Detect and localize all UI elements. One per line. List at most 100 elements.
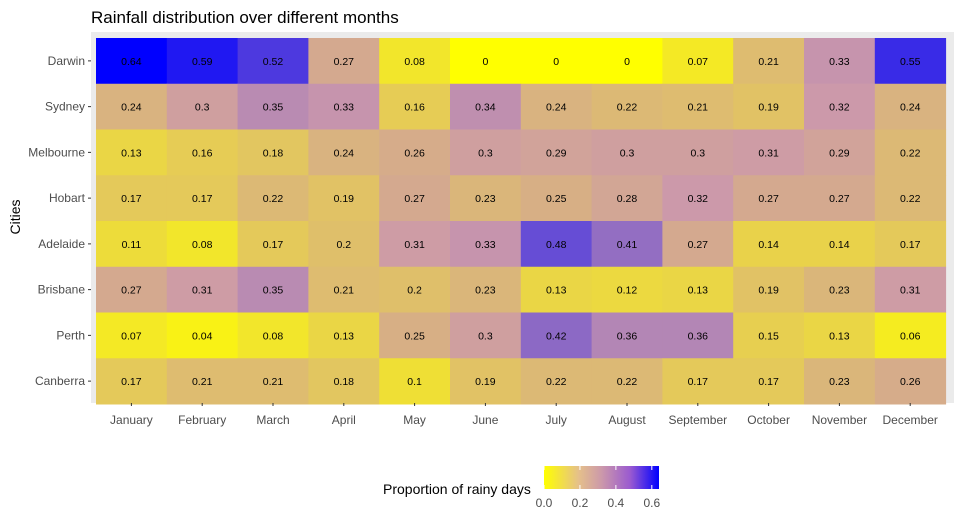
heatmap-cell: [237, 221, 309, 268]
heatmap-cell: [237, 312, 309, 359]
cell-value-label: 0.17: [688, 376, 709, 388]
cell-value-label: 0.21: [263, 376, 284, 388]
heatmap-cell: [874, 83, 947, 130]
heatmap-cell: [591, 312, 663, 359]
heatmap-cell: [450, 312, 522, 359]
cell-value-label: 0.2: [336, 239, 351, 251]
cell-value-label: 0.31: [192, 285, 213, 297]
cell-value-label: 0.27: [404, 193, 425, 205]
heatmap-cell: [804, 221, 876, 268]
cell-value-label: 0.33: [829, 56, 850, 68]
cell-value-label: 0.31: [404, 239, 425, 251]
cell-value-label: 0.14: [758, 239, 779, 251]
cell-value-label: 0.32: [829, 102, 850, 114]
cell-value-label: 0.27: [829, 193, 850, 205]
heatmap-cell: [733, 358, 805, 405]
legend-title: Proportion of rainy days: [383, 481, 531, 497]
heatmap-cell: [166, 38, 239, 85]
heatmap-cell: [662, 38, 734, 85]
x-tick-label: May: [403, 413, 426, 427]
heatmap-cell: [96, 38, 168, 85]
heatmap-cell: [237, 129, 309, 176]
heatmap-cells: [96, 38, 947, 405]
cell-value-label: 0.17: [121, 193, 142, 205]
x-axis: January February March April May June July Augu…: [110, 403, 938, 427]
heatmap-cell: [308, 129, 380, 176]
heatmap-cell: [520, 175, 593, 222]
heatmap-cell: [733, 175, 805, 222]
cell-value-label: 0.41: [617, 239, 638, 251]
cell-value-label: 0.1: [407, 376, 422, 388]
heatmap-cell: [237, 83, 309, 130]
cell-value-label: 0: [482, 56, 488, 68]
x-tick-label: July: [546, 413, 567, 427]
cell-value-label: 0.29: [546, 147, 567, 159]
heatmap-cell: [520, 358, 593, 405]
cell-value-label: 0.28: [617, 193, 638, 205]
cell-value-label: 0: [553, 56, 559, 68]
cell-value-label: 0.48: [546, 239, 567, 251]
cell-value-label: 0.22: [617, 376, 638, 388]
heatmap-cell: [874, 129, 947, 176]
cell-value-label: 0.08: [192, 239, 213, 251]
cell-value-label: 0.21: [192, 376, 213, 388]
cell-value-label: 0: [624, 56, 630, 68]
cell-value-label: 0.3: [478, 147, 493, 159]
heatmap-cell: [591, 83, 663, 130]
cell-value-label: 0.22: [546, 376, 567, 388]
cell-value-label: 0.07: [121, 330, 142, 342]
heatmap-cell: [308, 312, 380, 359]
cell-value-label: 0.07: [688, 56, 709, 68]
cell-value-label: 0.11: [122, 239, 142, 251]
heatmap-cell: [591, 221, 663, 268]
heatmap-cell: [520, 312, 593, 359]
cell-value-label: 0.17: [192, 193, 213, 205]
cell-value-label: 0.25: [404, 330, 425, 342]
cell-value-label: 0.23: [475, 193, 496, 205]
cell-value-label: 0.12: [617, 285, 638, 297]
cell-value-label: 0.17: [121, 376, 142, 388]
heatmap-cell: [804, 175, 876, 222]
cell-value-label: 0.17: [263, 239, 284, 251]
cell-value-label: 0.42: [546, 330, 567, 342]
heatmap-cell: [166, 266, 239, 313]
cell-value-label: 0.16: [192, 147, 213, 159]
heatmap-cell: [308, 175, 380, 222]
y-tick-label: Darwin: [48, 54, 85, 68]
cell-value-label: 0.23: [829, 376, 850, 388]
cell-value-label: 0.3: [620, 147, 635, 159]
cell-value-label: 0.13: [334, 330, 355, 342]
y-axis: Darwin Sydney Melbourne Hobart Adelaide Brisb…: [28, 54, 91, 388]
cell-value-label: 0.31: [758, 147, 779, 159]
heatmap-cell: [520, 266, 593, 313]
cell-value-label: 0.2: [407, 285, 422, 297]
cell-value-label: 0.13: [829, 330, 850, 342]
heatmap-cell: [662, 312, 734, 359]
heatmap-cell: [379, 221, 451, 268]
cell-value-label: 0.36: [617, 330, 638, 342]
cell-value-label: 0.35: [263, 102, 284, 114]
cell-value-label: 0.64: [121, 56, 142, 68]
heatmap-cell: [450, 358, 522, 405]
heatmap-cell: [379, 83, 451, 130]
heatmap-cell: [874, 266, 947, 313]
heatmap-cell: [450, 266, 522, 313]
cell-value-label: 0.14: [829, 239, 850, 251]
cell-value-label: 0.23: [829, 285, 850, 297]
cell-value-label: 0.55: [900, 56, 921, 68]
chart-title: Rainfall distribution over different mon…: [91, 8, 399, 27]
cell-value-label: 0.08: [263, 330, 284, 342]
cell-value-label: 0.08: [404, 56, 425, 68]
x-tick-label: August: [608, 413, 646, 427]
x-tick-label: December: [883, 413, 938, 427]
cell-value-label: 0.26: [404, 147, 425, 159]
cell-value-label: 0.29: [829, 147, 850, 159]
heatmap-cell: [96, 358, 168, 405]
heatmap-cell: [308, 266, 380, 313]
heatmap-cell: [166, 129, 239, 176]
cell-value-label: 0.22: [617, 102, 638, 114]
heatmap-cell: [591, 38, 663, 85]
heatmap-cell: [662, 266, 734, 313]
y-tick-label: Brisbane: [38, 283, 86, 297]
cell-value-label: 0.31: [900, 285, 921, 297]
